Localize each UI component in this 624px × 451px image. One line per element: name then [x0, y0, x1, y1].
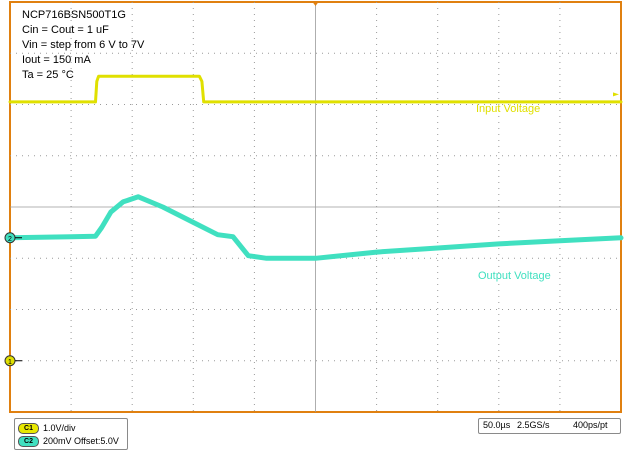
input-voltage-trace [8, 74, 623, 104]
test-condition-line: Iout = 150 mA [22, 54, 91, 66]
channel-1-marker-label: 1 [8, 359, 12, 366]
channel-settings-box: C1 1.0V/div C2 200mV Offset:5.0V [14, 418, 128, 450]
timebase-value: 50.0µs [483, 420, 511, 430]
timebase-box: 50.0µs 2.5GS/s 400ps/pt [478, 418, 621, 434]
test-condition-line: Vin = step from 6 V to 7V [22, 39, 145, 51]
input-offset-marker [613, 92, 619, 97]
channel-2-scale: 200mV Offset:5.0V [43, 436, 119, 446]
test-condition-line: NCP716BSN500T1G [22, 9, 126, 21]
channel-2-badge: C2 [18, 435, 39, 447]
channel-1-row: C1 1.0V/div [18, 422, 76, 434]
trigger-position-marker [312, 2, 319, 6]
channel-1-scale: 1.0V/div [43, 423, 76, 433]
output-voltage-label: Output Voltage [478, 270, 551, 282]
channel-2-row: C2 200mV Offset:5.0V [18, 435, 119, 447]
test-condition-line: Cin = Cout = 1 uF [22, 24, 109, 36]
input-voltage-label: Input Voltage [476, 103, 540, 115]
record-resolution: 400ps/pt [573, 420, 608, 430]
channel-1-badge: C1 [18, 422, 39, 434]
sample-rate: 2.5GS/s [517, 420, 550, 430]
channel-2-marker-label: 2 [8, 236, 12, 243]
test-condition-line: Ta = 25 °C [22, 69, 74, 81]
output-voltage-trace [7, 194, 624, 261]
